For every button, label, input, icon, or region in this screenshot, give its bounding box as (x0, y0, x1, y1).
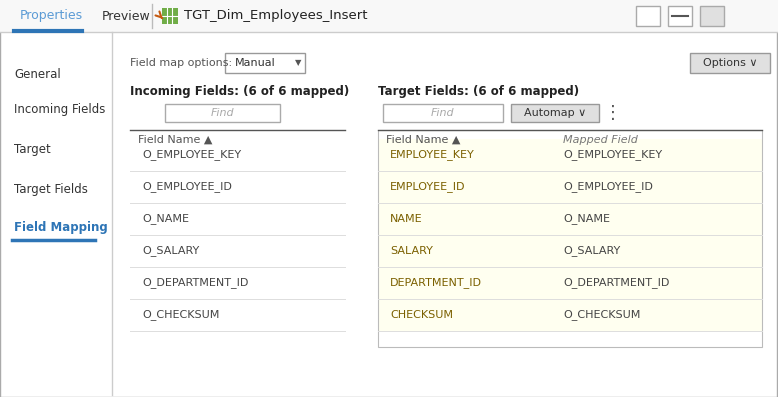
Text: Target Fields: Target Fields (14, 183, 88, 197)
Text: Field Mapping: Field Mapping (14, 222, 107, 235)
Bar (162, 8, 178, 24)
Bar (378, 203, 762, 235)
Text: ⋮: ⋮ (604, 104, 622, 122)
Text: Automap ∨: Automap ∨ (524, 108, 586, 118)
Bar (668, 6, 692, 26)
Text: O_SALARY: O_SALARY (142, 246, 199, 256)
Text: NAME: NAME (390, 214, 422, 224)
Text: O_EMPLOYEE_KEY: O_EMPLOYEE_KEY (563, 150, 662, 160)
Text: Properties: Properties (20, 10, 83, 23)
Text: TGT_Dim_Employees_Insert: TGT_Dim_Employees_Insert (184, 10, 367, 23)
Bar (511, 104, 599, 122)
Bar (690, 53, 770, 73)
Bar (378, 299, 762, 331)
Text: O_EMPLOYEE_ID: O_EMPLOYEE_ID (142, 181, 232, 193)
Text: Incoming Fields: Incoming Fields (14, 104, 105, 116)
Text: SALARY: SALARY (390, 246, 433, 256)
Text: O_SALARY: O_SALARY (563, 246, 620, 256)
Text: DEPARTMENT_ID: DEPARTMENT_ID (390, 278, 482, 289)
Text: Preview: Preview (102, 10, 151, 23)
Text: O_DEPARTMENT_ID: O_DEPARTMENT_ID (142, 278, 248, 289)
Bar (378, 139, 762, 171)
Bar (636, 6, 660, 26)
Text: Field Name ▲: Field Name ▲ (138, 135, 212, 145)
Text: O_DEPARTMENT_ID: O_DEPARTMENT_ID (563, 278, 669, 289)
Text: Manual: Manual (235, 58, 275, 68)
Text: Find: Find (211, 108, 234, 118)
Text: O_CHECKSUM: O_CHECKSUM (142, 310, 219, 320)
Text: O_EMPLOYEE_ID: O_EMPLOYEE_ID (563, 181, 653, 193)
Text: Find: Find (431, 108, 455, 118)
Bar (225, 53, 305, 73)
Bar (378, 267, 762, 299)
Bar (378, 235, 762, 267)
Text: EMPLOYEE_ID: EMPLOYEE_ID (390, 181, 465, 193)
Text: EMPLOYEE_KEY: EMPLOYEE_KEY (390, 150, 475, 160)
Text: O_NAME: O_NAME (563, 214, 610, 224)
Bar (700, 6, 724, 26)
Bar (378, 171, 762, 203)
Bar (378, 130, 762, 347)
Text: Mapped Field: Mapped Field (563, 135, 638, 145)
Text: O_EMPLOYEE_KEY: O_EMPLOYEE_KEY (142, 150, 241, 160)
Text: ▼: ▼ (295, 58, 302, 67)
Text: Incoming Fields: (6 of 6 mapped): Incoming Fields: (6 of 6 mapped) (130, 85, 349, 98)
Text: CHECKSUM: CHECKSUM (390, 310, 453, 320)
Text: Target: Target (14, 143, 51, 156)
Bar (383, 104, 503, 122)
Bar (0, 0, 778, 32)
Text: Field Name ▲: Field Name ▲ (386, 135, 461, 145)
Text: Field map options:: Field map options: (130, 58, 232, 68)
Bar (165, 104, 280, 122)
Text: Options ∨: Options ∨ (703, 58, 757, 68)
Text: O_CHECKSUM: O_CHECKSUM (563, 310, 640, 320)
Text: General: General (14, 69, 61, 81)
Text: Target Fields: (6 of 6 mapped): Target Fields: (6 of 6 mapped) (378, 85, 579, 98)
Text: O_NAME: O_NAME (142, 214, 189, 224)
